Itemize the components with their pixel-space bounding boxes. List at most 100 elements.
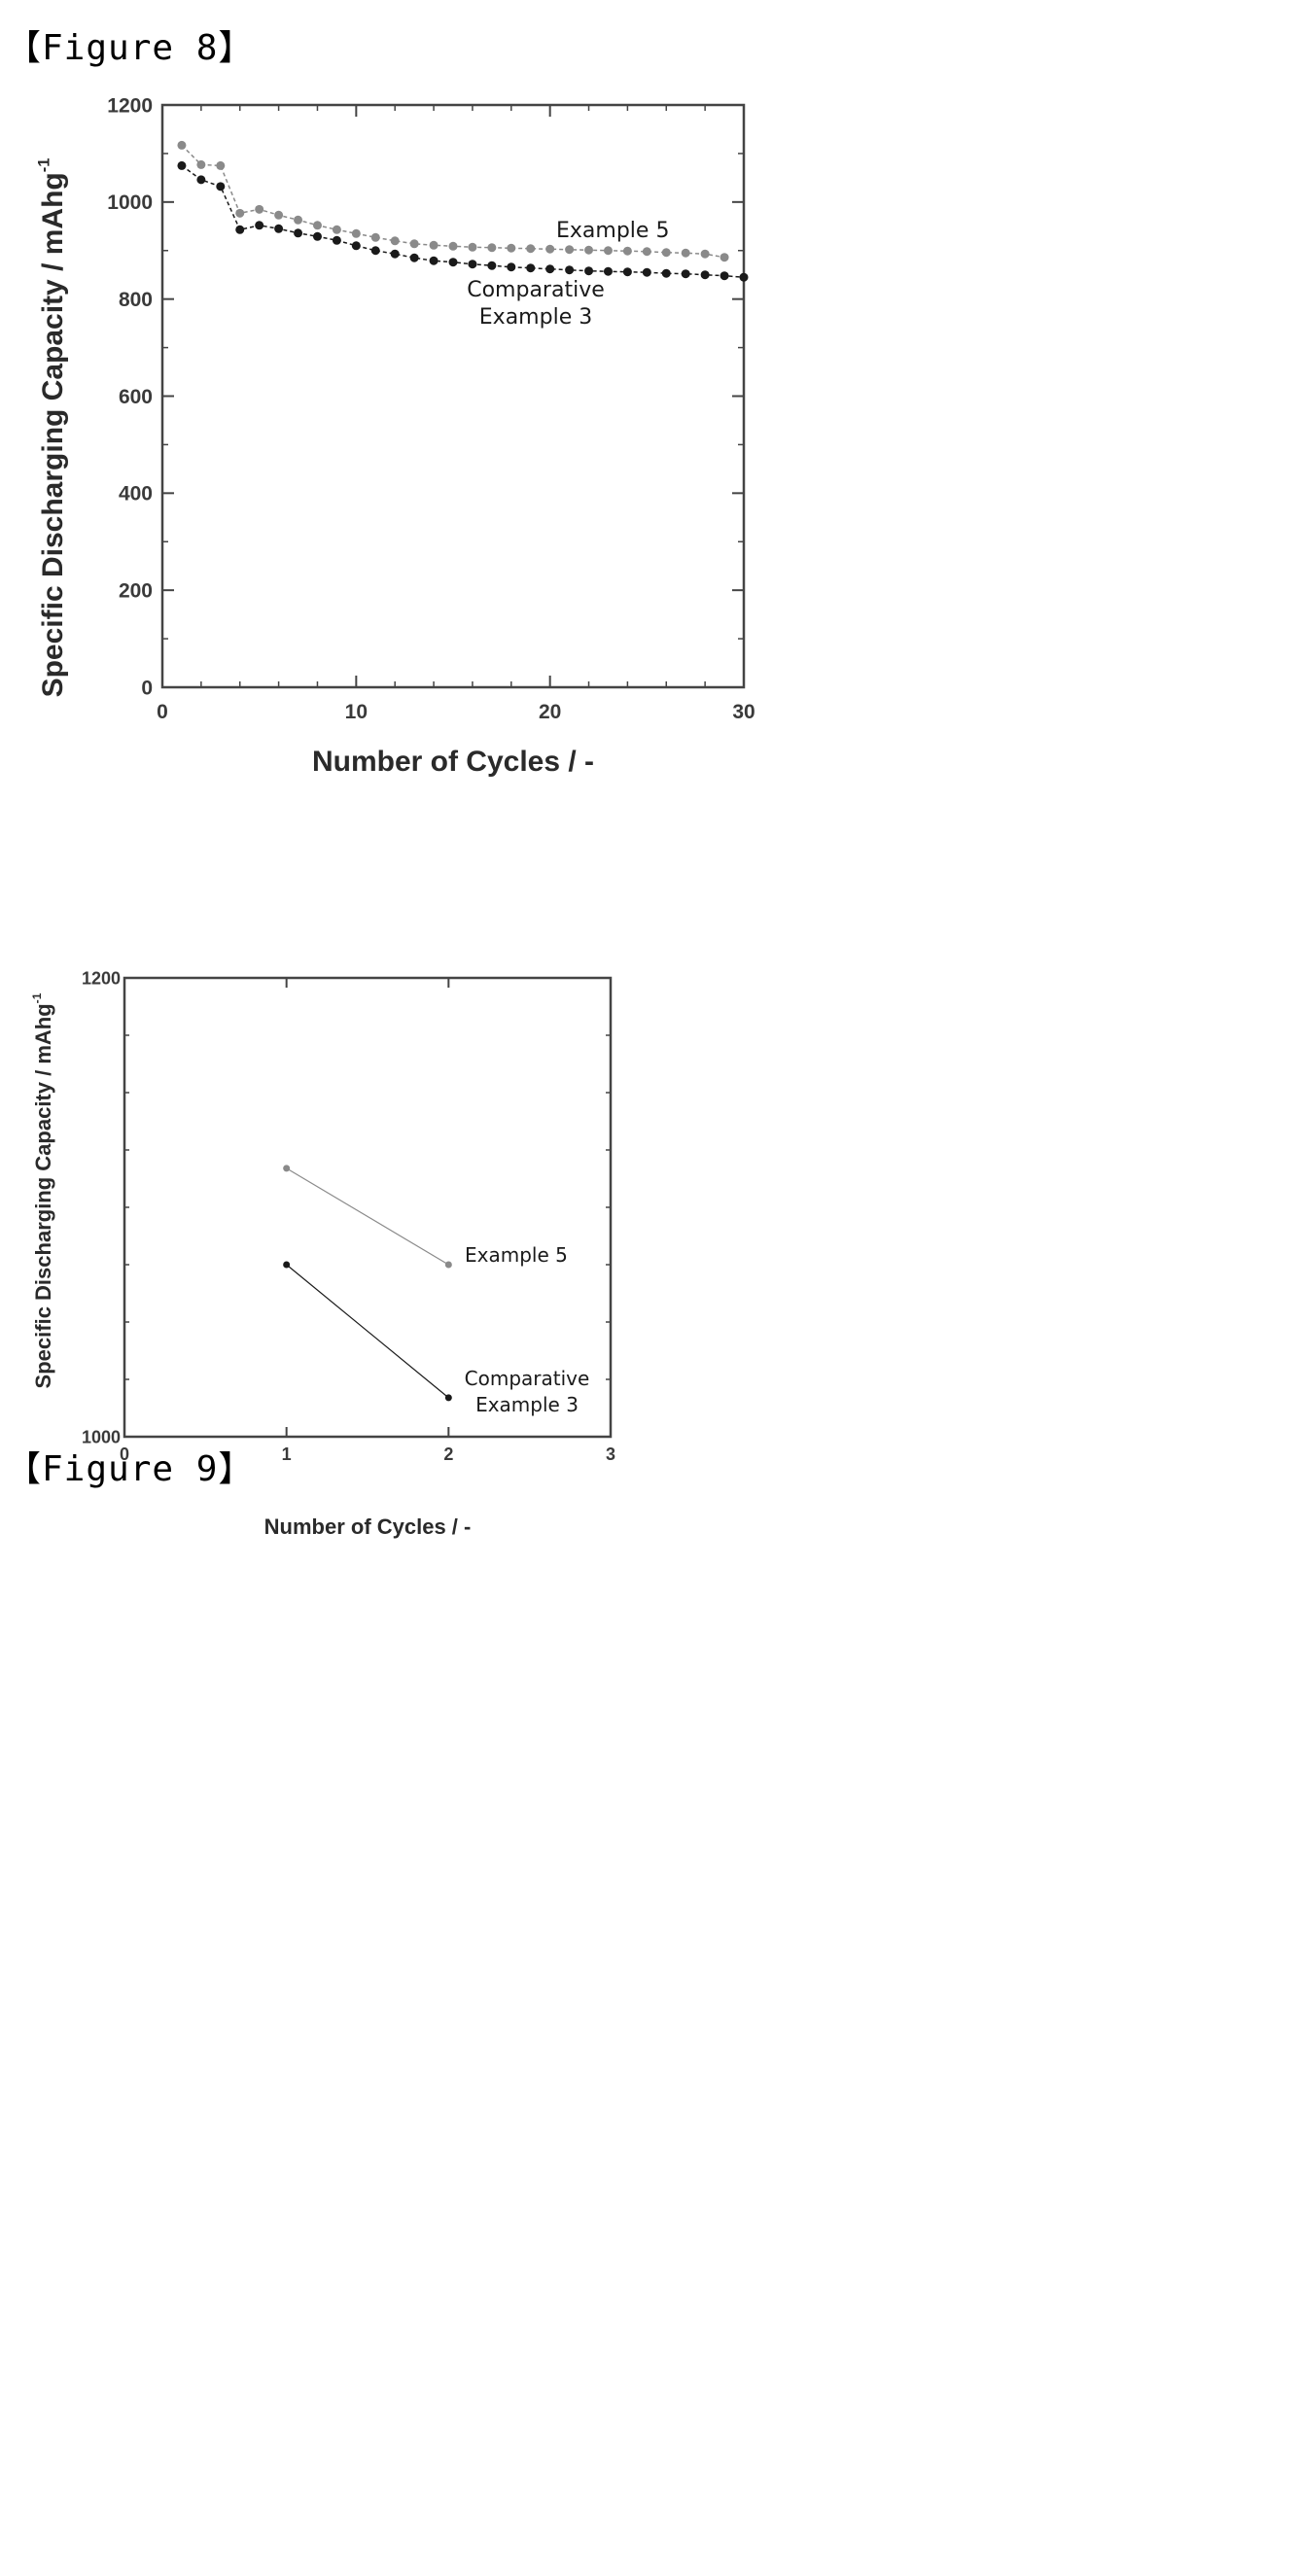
data-point-comparative-example-3 (700, 270, 710, 280)
data-point-example-5 (642, 247, 651, 257)
annotation-label: Example 3 (475, 1393, 579, 1416)
x-axis-title: Number of Cycles / - (312, 746, 594, 778)
y-tick-label: 200 (119, 580, 153, 603)
data-point-comparative-example-3 (642, 267, 651, 277)
x-tick-label: 0 (157, 701, 168, 723)
data-point-comparative-example-3 (545, 264, 555, 274)
data-point-example-5 (255, 204, 264, 214)
data-point-example-5 (370, 232, 380, 242)
data-point-example-5 (177, 140, 187, 150)
data-point-example-5 (565, 245, 575, 255)
y-tick-label: 0 (141, 677, 153, 699)
data-point-comparative-example-3 (622, 267, 632, 277)
y-axis-title-text: Specific Discharging Capacity / mAhg (31, 1003, 55, 1388)
data-point-example-5 (603, 246, 613, 256)
data-point-comparative-example-3 (351, 241, 361, 251)
data-point-example-5 (700, 249, 710, 259)
data-point-comparative-example-3 (526, 263, 536, 273)
data-point-comparative-example-3 (507, 262, 516, 272)
data-point-comparative-example-3 (196, 175, 206, 185)
annotation-label: Comparative (465, 1367, 590, 1390)
y-axis-title-superscript: -1 (36, 158, 53, 173)
data-point-example-5 (216, 160, 226, 170)
data-point-comparative-example-3 (255, 221, 264, 230)
data-point-example-5 (681, 248, 690, 258)
data-point-comparative-example-3 (603, 266, 613, 276)
x-tick-label: 30 (732, 701, 755, 723)
data-point-comparative-example-3 (739, 272, 749, 282)
data-point-example-5 (526, 244, 536, 254)
data-point-example-5 (444, 1261, 452, 1269)
y-tick-label: 1200 (107, 94, 153, 117)
data-point-comparative-example-3 (565, 265, 575, 275)
y-tick-label: 800 (119, 289, 153, 311)
annotation-label: Example 5 (465, 1243, 568, 1267)
data-point-comparative-example-3 (283, 1261, 291, 1269)
data-point-example-5 (468, 242, 477, 252)
data-point-comparative-example-3 (274, 224, 284, 233)
y-tick-label: 600 (119, 386, 153, 408)
data-point-example-5 (351, 228, 361, 238)
data-point-example-5 (283, 1165, 291, 1172)
annotation-label: Example 3 (479, 305, 592, 330)
data-point-example-5 (294, 215, 303, 225)
data-point-example-5 (622, 246, 632, 256)
y-axis-title: Specific Discharging Capacity / mAhg-1 (36, 158, 70, 698)
y-axis-title-superscript: -1 (30, 992, 44, 1003)
data-point-comparative-example-3 (681, 269, 690, 279)
data-point-comparative-example-3 (177, 160, 187, 170)
data-point-comparative-example-3 (216, 182, 226, 191)
data-point-example-5 (720, 253, 729, 262)
data-point-comparative-example-3 (468, 260, 477, 269)
data-point-example-5 (545, 244, 555, 254)
y-axis-title-text: Specific Discharging Capacity / mAhg (37, 172, 69, 697)
data-point-example-5 (312, 221, 322, 230)
data-point-comparative-example-3 (661, 268, 671, 278)
data-point-example-5 (274, 210, 284, 220)
y-tick-label: 400 (119, 483, 153, 505)
data-point-comparative-example-3 (444, 1394, 452, 1402)
data-point-example-5 (429, 240, 439, 250)
figure-8-chart: 0 10 20 30 0 200 400 600 800 1000 1200 Number of Cy… (36, 94, 755, 778)
data-point-example-5 (487, 243, 497, 253)
data-point-comparative-example-3 (409, 253, 419, 262)
x-tick-label: 0 (120, 1445, 129, 1464)
x-tick-label: 20 (539, 701, 561, 723)
x-tick-label: 1 (282, 1445, 292, 1464)
data-point-example-5 (409, 239, 419, 249)
x-tick-label: 3 (606, 1445, 615, 1464)
series-line-comparative-example-3 (286, 1264, 449, 1399)
figure-8-label: 【Figure 8】 (6, 28, 255, 68)
data-point-comparative-example-3 (487, 261, 497, 270)
y-tick-label: 1200 (82, 968, 121, 988)
y-axis-title: Specific Discharging Capacity / mAhg-1 (30, 992, 55, 1388)
data-point-comparative-example-3 (332, 235, 341, 245)
data-point-example-5 (584, 245, 594, 255)
annotation-label: Comparative (467, 278, 605, 302)
x-tick-label: 10 (345, 701, 368, 723)
data-point-example-5 (390, 236, 400, 246)
x-tick-label: 2 (443, 1445, 453, 1464)
data-point-example-5 (448, 241, 458, 251)
data-point-example-5 (661, 248, 671, 258)
data-point-example-5 (196, 159, 206, 169)
data-point-comparative-example-3 (235, 225, 245, 234)
data-point-comparative-example-3 (390, 249, 400, 259)
y-tick-label: 1000 (107, 191, 153, 214)
x-axis-title: Number of Cycles / - (264, 1514, 472, 1539)
annotation-label: Example 5 (556, 219, 669, 243)
figure-9-label: 【Figure 9】 (6, 1449, 255, 1489)
data-point-example-5 (507, 243, 516, 253)
data-point-comparative-example-3 (429, 256, 439, 265)
data-point-comparative-example-3 (312, 231, 322, 241)
data-point-example-5 (235, 208, 245, 218)
y-tick-label: 1000 (82, 1427, 121, 1446)
data-point-comparative-example-3 (294, 228, 303, 238)
series-line-example-5 (286, 1167, 449, 1266)
data-point-comparative-example-3 (448, 258, 458, 267)
data-point-comparative-example-3 (720, 271, 729, 281)
data-point-comparative-example-3 (584, 266, 594, 276)
data-point-example-5 (332, 225, 341, 234)
data-point-comparative-example-3 (370, 246, 380, 256)
